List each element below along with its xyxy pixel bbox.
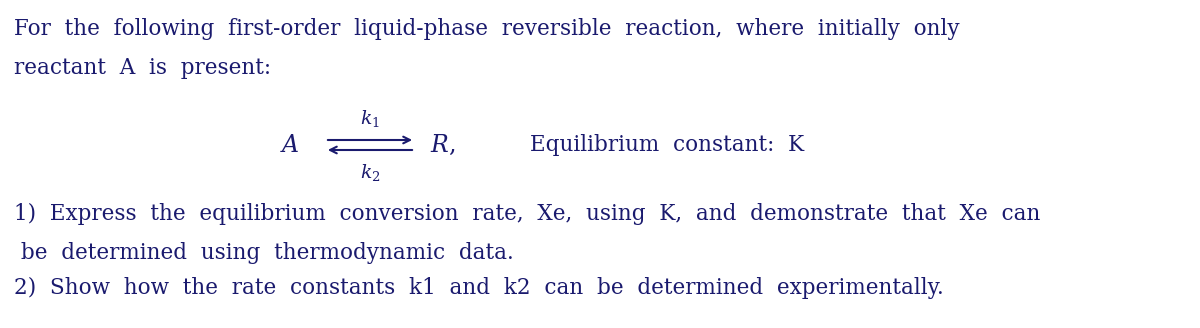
Text: $A$: $A$ [280, 133, 300, 156]
Text: $R,$: $R,$ [430, 133, 455, 157]
Text: be  determined  using  thermodynamic  data.: be determined using thermodynamic data. [14, 242, 514, 264]
Text: reactant  A  is  present:: reactant A is present: [14, 57, 271, 79]
Text: Equilibrium  constant:  K: Equilibrium constant: K [530, 134, 804, 156]
Text: 2)  Show  how  the  rate  constants  k1  and  k2  can  be  determined  experimen: 2) Show how the rate constants k1 and k2… [14, 277, 943, 299]
Text: $k_2$: $k_2$ [360, 162, 380, 183]
Text: $k_1$: $k_1$ [360, 108, 380, 129]
Text: For  the  following  first-order  liquid-phase  reversible  reaction,  where  in: For the following first-order liquid-pha… [14, 18, 960, 40]
Text: 1)  Express  the  equilibrium  conversion  rate,  Xe,  using  K,  and  demonstra: 1) Express the equilibrium conversion ra… [14, 203, 1040, 225]
